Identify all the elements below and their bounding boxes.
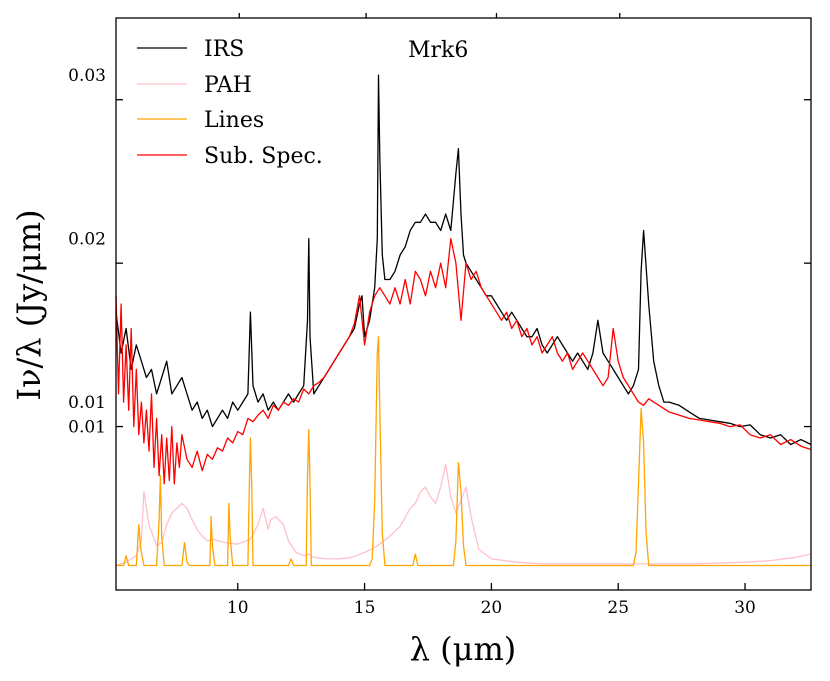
y-tick-label: 0.01 bbox=[68, 418, 106, 438]
x-tick-label: 30 bbox=[734, 598, 756, 618]
series-line-sub-spec bbox=[115, 237, 812, 485]
ticks-layer: 10 15 20 25 30 0.01 0.01 0.02 0.03 bbox=[68, 13, 811, 618]
y-axis-label: Iν/λ (Jy/μm) bbox=[10, 209, 48, 400]
legend: IRS PAH Lines Sub. Spec. bbox=[137, 37, 323, 169]
legend-label-sub-spec: Sub. Spec. bbox=[204, 144, 323, 169]
legend-label-irs: IRS bbox=[204, 37, 244, 62]
y-tick-label: 0.01 bbox=[68, 393, 106, 413]
x-tick-label: 10 bbox=[227, 598, 249, 618]
y-tick-label: 0.02 bbox=[68, 230, 106, 250]
series-line-lines bbox=[116, 336, 811, 567]
x-tick-label: 25 bbox=[607, 598, 629, 618]
x-tick-label: 20 bbox=[481, 598, 503, 618]
legend-label-lines: Lines bbox=[204, 108, 264, 133]
legend-label-pah: PAH bbox=[204, 73, 252, 98]
x-axis-label: λ (μm) bbox=[410, 630, 517, 668]
series-line-irs bbox=[115, 74, 812, 446]
plot-frame bbox=[115, 17, 812, 591]
series-layer bbox=[115, 74, 812, 567]
plot-annotation: Mrk6 bbox=[408, 38, 468, 63]
y-tick-label: 0.03 bbox=[68, 66, 106, 86]
x-tick-label: 15 bbox=[354, 598, 376, 618]
series-line-pah bbox=[115, 463, 812, 567]
